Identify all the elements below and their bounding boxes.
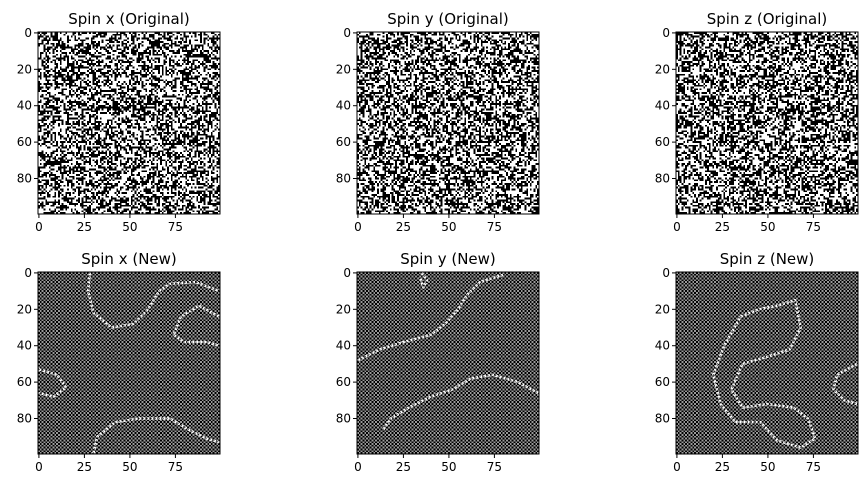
x-tick-label: 25 (396, 220, 411, 234)
panel-title: Spin x (Original) (68, 10, 190, 28)
panel-title: Spin z (Original) (707, 10, 828, 28)
y-tick-label: 60 (336, 375, 351, 389)
axes-frame (356, 271, 540, 455)
x-tick-label: 50 (122, 460, 137, 474)
x-tick-label: 0 (673, 220, 681, 234)
x-tick-label: 75 (806, 460, 821, 474)
heatmap-panel: Spin x (Original) 0 25 50 75 0 20 40 60 80 (17, 10, 221, 234)
y-tick-label: 40 (17, 339, 32, 353)
y-tick-label: 20 (17, 302, 32, 316)
domain-wall-texture (93, 418, 220, 454)
x-tick-label: 50 (122, 220, 137, 234)
heatmap-cells (38, 32, 220, 214)
heatmap-cells (38, 272, 220, 454)
x-tick-label: 75 (168, 220, 183, 234)
x-tick-label: 50 (760, 460, 775, 474)
x-tick-label: 0 (354, 220, 362, 234)
domain-wall-texture (87, 272, 220, 328)
y-tick-label: 80 (655, 412, 670, 426)
y-tick-label: 80 (17, 412, 32, 426)
panel-title: Spin y (Original) (387, 10, 509, 28)
y-tick-label: 40 (336, 99, 351, 113)
domain-wall-texture (357, 274, 504, 361)
y-tick-label: 40 (336, 339, 351, 353)
heatmap-panel: Spin x (New) 0 25 50 75 0 20 40 60 80 (17, 250, 221, 474)
heatmap-cells (676, 272, 858, 454)
x-tick-label: 50 (441, 220, 456, 234)
axes-frame (37, 31, 221, 215)
x-tick-label: 75 (806, 220, 821, 234)
y-tick-label: 80 (655, 172, 670, 186)
domain-wall-texture (419, 272, 428, 289)
y-tick-label: 60 (655, 375, 670, 389)
y-tick-label: 20 (336, 302, 351, 316)
y-tick-label: 20 (17, 62, 32, 76)
y-tick-label: 80 (17, 172, 32, 186)
domain-wall (832, 362, 858, 406)
y-tick-label: 0 (662, 26, 670, 40)
x-tick-label: 50 (760, 220, 775, 234)
panel-title: Spin x (New) (81, 250, 177, 268)
heatmap-panel: Spin y (Original) 0 25 50 75 0 20 40 60 80 (336, 10, 540, 234)
x-tick-label: 0 (673, 460, 681, 474)
y-tick-label: 80 (336, 172, 351, 186)
y-tick-label: 60 (17, 375, 32, 389)
x-tick-label: 0 (35, 460, 43, 474)
x-tick-label: 0 (354, 460, 362, 474)
y-tick-label: 40 (655, 99, 670, 113)
axes-frame (37, 271, 221, 455)
axes-frame (675, 271, 859, 455)
y-tick-label: 0 (24, 266, 32, 280)
y-tick-label: 80 (336, 412, 351, 426)
y-tick-label: 20 (655, 302, 670, 316)
heatmap-cells (357, 272, 539, 454)
x-tick-label: 25 (77, 460, 92, 474)
x-tick-label: 50 (441, 460, 456, 474)
x-tick-label: 75 (487, 460, 502, 474)
heatmap-panel: Spin y (New) 0 25 50 75 0 20 40 60 80 (336, 250, 540, 474)
y-tick-label: 0 (343, 266, 351, 280)
y-tick-label: 0 (662, 266, 670, 280)
heatmap-cells (676, 32, 858, 214)
y-tick-label: 60 (336, 135, 351, 149)
y-tick-label: 60 (17, 135, 32, 149)
x-tick-label: 75 (487, 220, 502, 234)
panel-title: Spin z (New) (720, 250, 815, 268)
y-tick-label: 40 (655, 339, 670, 353)
heatmap-panel: Spin z (New) 0 25 50 75 0 20 40 60 80 (655, 250, 859, 474)
x-tick-label: 75 (168, 460, 183, 474)
y-tick-label: 20 (655, 62, 670, 76)
y-tick-label: 20 (336, 62, 351, 76)
x-tick-label: 25 (77, 220, 92, 234)
x-tick-label: 0 (35, 220, 43, 234)
panel-title: Spin y (New) (400, 250, 496, 268)
y-tick-label: 40 (17, 99, 32, 113)
x-tick-label: 25 (715, 220, 730, 234)
heatmap-panel: Spin z (Original) 0 25 50 75 0 20 40 60 80 (655, 10, 859, 234)
axes-frame (675, 31, 859, 215)
domain-wall-texture (38, 369, 67, 398)
axes-frame (356, 31, 540, 215)
y-tick-label: 0 (24, 26, 32, 40)
y-tick-label: 60 (655, 135, 670, 149)
x-tick-label: 25 (715, 460, 730, 474)
x-tick-label: 25 (396, 460, 411, 474)
heatmap-cells (357, 32, 539, 214)
y-tick-label: 0 (343, 26, 351, 40)
domain-wall-texture (383, 374, 539, 430)
